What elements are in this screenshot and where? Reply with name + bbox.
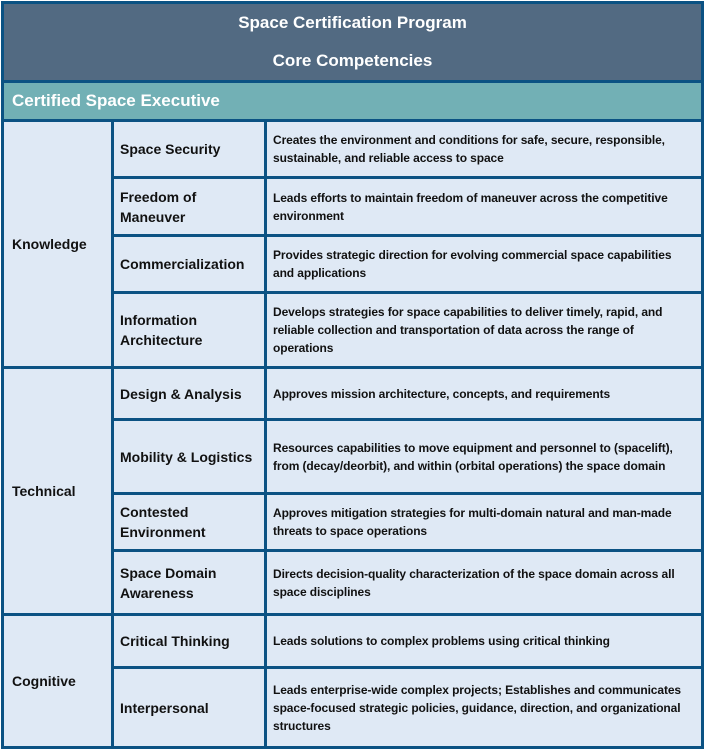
competency-description: Approves mitigation strategies for multi…	[264, 492, 704, 552]
competency-description: Develops strategies for space capabiliti…	[264, 291, 704, 369]
program-subtitle: Core Competencies	[272, 51, 433, 70]
group-technical: Technical	[1, 366, 114, 616]
competency-name: Critical Thinking	[111, 613, 267, 669]
competency-name: Space Domain Awareness	[111, 549, 267, 616]
competency-description: Approves mission architecture, concepts,…	[264, 366, 704, 421]
competency-name: Space Security	[111, 119, 267, 179]
competency-description: Resources capabilities to move equipment…	[264, 418, 704, 495]
competency-name: Contested Environment	[111, 492, 267, 552]
competency-description: Leads enterprise-wide complex projects; …	[264, 666, 704, 749]
competency-description: Creates the environment and conditions f…	[264, 119, 704, 179]
competency-description: Leads efforts to maintain freedom of man…	[264, 176, 704, 237]
competency-name: Commercialization	[111, 234, 267, 294]
program-title: Space Certification Program	[238, 13, 467, 32]
competency-description: Provides strategic direction for evolvin…	[264, 234, 704, 294]
group-cognitive: Cognitive	[1, 613, 114, 749]
competency-name: Design & Analysis	[111, 366, 267, 421]
competency-name: Interpersonal	[111, 666, 267, 749]
competency-description: Leads solutions to complex problems usin…	[264, 613, 704, 669]
group-knowledge: Knowledge	[1, 119, 114, 369]
table-header: Space Certification Program Core Compete…	[1, 1, 704, 83]
competency-name: Information Architecture	[111, 291, 267, 369]
competency-name: Freedom of Maneuver	[111, 176, 267, 237]
level-title: Certified Space Executive	[1, 80, 704, 122]
competency-name: Mobility & Logistics	[111, 418, 267, 495]
competency-description: Directs decision-quality characterizatio…	[264, 549, 704, 616]
